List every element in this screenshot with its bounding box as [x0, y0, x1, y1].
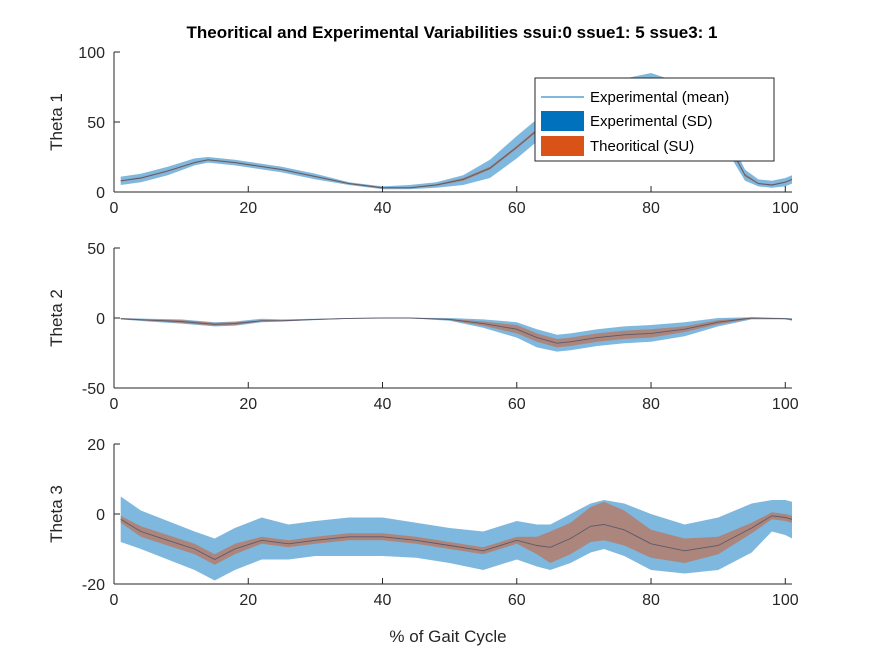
x-tick-label: 20	[239, 592, 257, 609]
x-tick-label: 100	[772, 396, 799, 413]
figure-title: Theoritical and Experimental Variabiliti…	[186, 23, 717, 42]
subplot-3: 0 20 40 60 80 100 -20 0 20 Theta 3	[47, 437, 799, 609]
legend-swatch-theoritical-su	[541, 136, 584, 156]
y-axis-label: Theta 3	[47, 485, 66, 543]
x-tick-label: 60	[508, 396, 526, 413]
subplot-2: 0 20 40 60 80 100 -50 0 50 Theta 2	[47, 241, 799, 413]
legend-swatch-experimental-sd	[541, 111, 584, 131]
y-tick-label: -50	[82, 381, 105, 398]
y-axis-label: Theta 1	[47, 93, 66, 151]
x-tick-label: 60	[508, 200, 526, 217]
x-tick-label: 0	[110, 200, 119, 217]
x-tick-label: 20	[239, 396, 257, 413]
x-tick-label: 80	[642, 592, 660, 609]
x-tick-label: 100	[772, 592, 799, 609]
x-tick-label: 0	[110, 396, 119, 413]
plot-area	[120, 317, 792, 352]
legend-entry-label: Experimental (SD)	[590, 113, 713, 130]
legend-entry-label: Experimental (mean)	[590, 89, 729, 106]
y-tick-label: 0	[96, 507, 105, 524]
y-tick-label: 100	[78, 45, 105, 62]
subplots: 0 20 40 60 80 100 0 50 100 Theta 1 0 20 40 60 80 100 -50…	[47, 45, 799, 609]
legend-entry-label: Theoritical (SU)	[590, 138, 694, 155]
experimental-mean-line	[120, 317, 792, 344]
subplot-1: 0 20 40 60 80 100 0 50 100 Theta 1	[47, 45, 799, 217]
experimental-mean-line	[120, 82, 792, 189]
x-tick-label: 20	[239, 200, 257, 217]
y-tick-label: 0	[96, 185, 105, 202]
experimental-mean-line	[120, 515, 792, 561]
y-tick-label: 20	[87, 437, 105, 454]
x-axis-label: % of Gait Cycle	[389, 627, 506, 646]
theoritical-su-band	[120, 501, 792, 565]
y-tick-label: -20	[82, 577, 105, 594]
x-tick-label: 80	[642, 200, 660, 217]
x-tick-label: 0	[110, 592, 119, 609]
experimental-sd-band	[120, 317, 792, 352]
y-tick-label: 50	[87, 241, 105, 258]
y-tick-label: 50	[87, 115, 105, 132]
legend: Experimental (mean) Experimental (SD) Theo…	[534, 77, 775, 162]
y-tick-label: 0	[96, 311, 105, 328]
plot-area	[120, 496, 792, 581]
y-axis-label: Theta 2	[47, 289, 66, 347]
x-tick-label: 40	[374, 200, 392, 217]
plot-area	[120, 73, 792, 190]
x-tick-label: 100	[772, 200, 799, 217]
x-tick-label: 80	[642, 396, 660, 413]
x-tick-label: 40	[374, 592, 392, 609]
x-tick-label: 60	[508, 592, 526, 609]
x-tick-label: 40	[374, 396, 392, 413]
